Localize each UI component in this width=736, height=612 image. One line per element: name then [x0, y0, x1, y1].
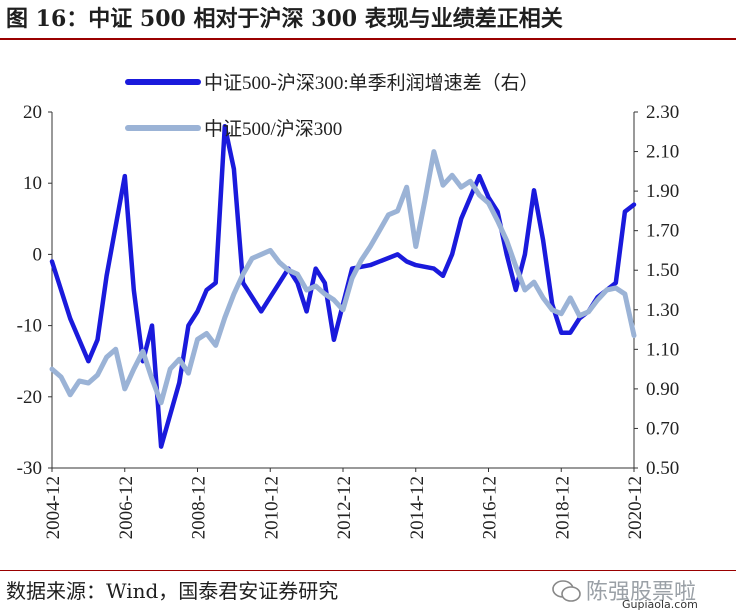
- y-right-tick-label: 0.50: [646, 458, 679, 479]
- legend-label: 中证500/沪深300: [204, 118, 342, 140]
- y-left-tick-label: 20: [23, 102, 42, 123]
- y-right-tick-label: 0.90: [646, 379, 679, 400]
- title-divider: [0, 38, 736, 40]
- y-left-tick-label: -30: [17, 458, 42, 479]
- x-tick-label: 2020-12: [625, 476, 646, 539]
- footer-divider: [0, 570, 736, 571]
- y-right-tick-label: 1.70: [646, 221, 679, 242]
- chart-series: [49, 123, 637, 449]
- x-tick-label: 2008-12: [189, 476, 210, 539]
- y-right-tick-label: 1.30: [646, 300, 679, 321]
- series-line-profit-growth-diff: [49, 123, 637, 449]
- y-right-tick-label: 0.70: [646, 418, 679, 439]
- watermark-domain: Gupiaola.com: [622, 598, 698, 611]
- y-right-tick-label: 1.10: [646, 339, 679, 360]
- x-tick-label: 2006-12: [116, 476, 137, 539]
- watermark-text: 陈强股票啦: [586, 580, 697, 605]
- x-tick-label: 2012-12: [334, 476, 355, 539]
- line-chart: 20 10 0 -10 -20 -30 2.30 2.10 1.90 1.70 1.50 1.30 1.…: [17, 72, 680, 539]
- series-line-index-ratio: [49, 149, 637, 406]
- y-left-tick-label: 0: [33, 244, 43, 265]
- x-tick-label: 2004-12: [43, 476, 64, 539]
- y-left-tick-label: 10: [23, 173, 42, 194]
- x-tick-label: 2010-12: [261, 476, 282, 539]
- figure-title: 图 16：中证 500 相对于沪深 300 表现与业绩差正相关: [6, 6, 563, 32]
- chart-axes: 20 10 0 -10 -20 -30 2.30 2.10 1.90 1.70 1.50 1.30 1.…: [17, 102, 680, 539]
- x-tick-label: 2018-12: [552, 476, 573, 539]
- y-right-tick-label: 2.10: [646, 142, 679, 163]
- x-tick-label: 2016-12: [480, 476, 501, 539]
- y-right-tick-label: 2.30: [646, 102, 679, 123]
- y-left-tick-label: -10: [17, 316, 42, 337]
- source-note: 数据来源：Wind，国泰君安证券研究: [6, 579, 339, 603]
- x-tick-label: 2014-12: [407, 476, 428, 539]
- y-left-tick-label: -20: [17, 387, 42, 408]
- chart-legend: 中证500-沪深300:单季利润增速差（右） 中证500/沪深300: [125, 72, 539, 140]
- watermark: 陈强股票啦 Gupiaola.com: [552, 572, 732, 611]
- wechat-icon: [552, 580, 581, 602]
- y-right-tick-label: 1.50: [646, 260, 679, 281]
- legend-label: 中证500-沪深300:单季利润增速差（右）: [204, 72, 539, 94]
- y-right-tick-label: 1.90: [646, 181, 679, 202]
